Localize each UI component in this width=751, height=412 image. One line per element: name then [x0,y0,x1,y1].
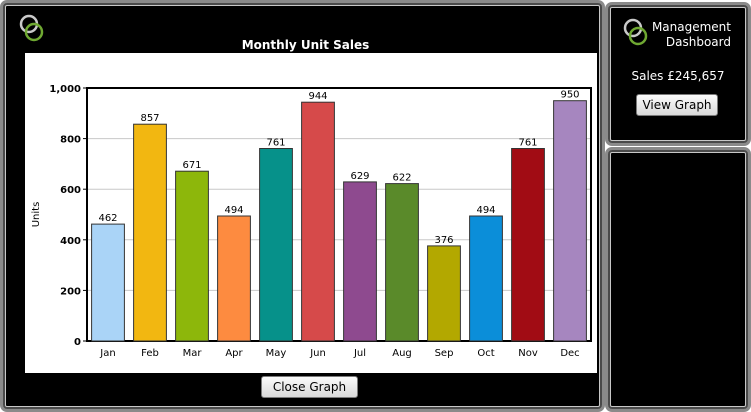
chart-title: Monthly Unit Sales [241,38,370,52]
x-tick-label: Aug [392,348,412,359]
empty-side-panel [605,147,751,412]
bar [343,181,377,342]
dashboard-title-line2: Dashboard [665,35,731,49]
bar [133,123,167,342]
bar [511,148,545,342]
y-tick-label: 200 [60,286,81,297]
y-tick-label: 600 [60,185,81,196]
x-tick-label: Apr [225,348,243,359]
sales-label: Sales [631,69,664,83]
bar [427,245,461,342]
plot-frame [86,87,592,342]
chart-area: 0 200 400 600 800 1,000 Units 462 Jan 857 Feb 671 Ma… [25,53,597,373]
y-tick-label: 400 [60,236,81,247]
x-tick-label: Jul [353,348,366,359]
data-label: 761 [518,138,537,149]
data-label: 629 [350,171,369,182]
bar-chart: 0 200 400 600 800 1,000 Units 462 Jan 857 Feb 671 Ma… [31,84,592,359]
data-label: 494 [224,205,243,216]
data-label: 494 [476,205,495,216]
rings-logo-icon [623,18,648,46]
dashboard-title: Management Dashboard [621,20,731,50]
bar [553,100,587,342]
data-label: 944 [308,91,327,102]
y-tick-label: 800 [60,135,81,146]
sales-value: £245,657 [667,69,725,83]
bar [175,170,209,342]
data-label: 622 [392,173,411,184]
dashboard-panel: Management Dashboard Sales £245,657 View… [605,2,751,146]
bar [385,183,419,342]
x-tick-label: Feb [141,348,159,359]
data-label: 761 [266,138,285,149]
x-tick-label: Mar [183,348,203,359]
x-tick-label: Sep [435,348,454,359]
data-label: 857 [140,113,159,124]
x-tick-label: May [266,348,287,359]
bar [259,148,293,342]
view-graph-button[interactable]: View Graph [636,94,718,116]
data-label: 950 [560,90,579,101]
x-tick-label: Oct [477,348,494,359]
bar [217,215,251,342]
close-graph-button[interactable]: Close Graph [261,376,358,398]
y-axis-label: Units [31,202,42,228]
data-label: 462 [98,213,117,224]
x-tick-label: Dec [560,348,579,359]
sales-summary: Sales £245,657 [608,69,748,83]
bar [469,215,503,342]
bar [91,223,125,342]
rings-logo-icon [19,14,44,42]
data-label: 376 [434,235,453,246]
x-tick-label: Nov [518,348,538,359]
dashboard-title-line1: Management [651,20,731,34]
bar [301,101,335,342]
y-tick-label: 1,000 [49,84,81,95]
data-label: 671 [182,160,201,171]
y-tick-label: 0 [74,337,81,348]
x-tick-label: Jun [309,348,326,359]
x-tick-label: Jan [99,348,115,359]
chart-window: Monthly Unit Sales 0 200 400 600 800 1,000 Uni… [0,0,605,412]
